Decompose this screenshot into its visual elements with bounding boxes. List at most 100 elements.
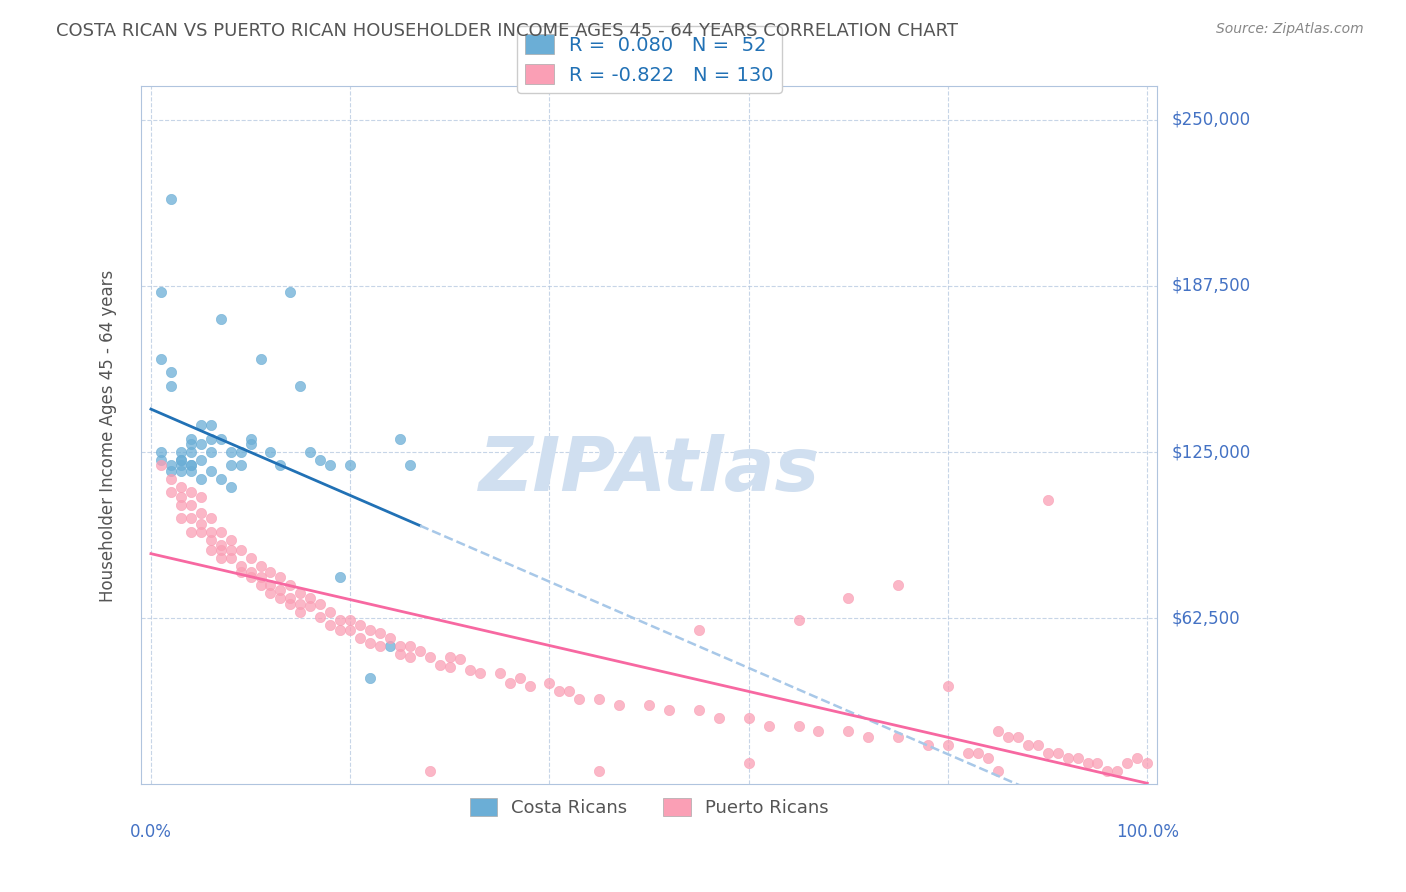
Point <box>290 378 312 392</box>
Point <box>887 578 910 592</box>
Point <box>190 524 212 539</box>
Point <box>190 453 212 467</box>
Point <box>149 453 172 467</box>
Point <box>259 565 281 579</box>
Point <box>439 649 461 664</box>
Point <box>200 511 222 525</box>
Point <box>249 570 271 584</box>
Point <box>290 597 312 611</box>
Point <box>200 418 222 433</box>
Point <box>439 660 461 674</box>
Point <box>180 458 202 473</box>
Point <box>180 432 202 446</box>
Point <box>219 445 242 459</box>
Point <box>368 625 391 640</box>
Point <box>488 665 510 680</box>
Text: $187,500: $187,500 <box>1171 277 1250 295</box>
Point <box>209 543 232 558</box>
Point <box>160 464 183 478</box>
Point <box>160 378 183 392</box>
Point <box>807 724 830 739</box>
Point <box>190 506 212 520</box>
Point <box>568 692 591 706</box>
Point <box>200 432 222 446</box>
Point <box>977 751 1000 765</box>
Point <box>359 623 381 637</box>
Point <box>309 610 332 624</box>
Point <box>329 623 352 637</box>
Point <box>209 312 232 326</box>
Point <box>359 636 381 650</box>
Point <box>269 570 291 584</box>
Point <box>170 480 193 494</box>
Point <box>180 445 202 459</box>
Point <box>787 613 810 627</box>
Point <box>1097 764 1119 779</box>
Point <box>936 738 959 752</box>
Text: $250,000: $250,000 <box>1171 111 1250 128</box>
Point <box>399 649 422 664</box>
Point <box>209 551 232 566</box>
Text: 0.0%: 0.0% <box>129 823 172 841</box>
Y-axis label: Householder Income Ages 45 - 64 years: Householder Income Ages 45 - 64 years <box>100 269 117 601</box>
Point <box>249 578 271 592</box>
Point <box>389 639 412 653</box>
Point <box>339 458 361 473</box>
Point <box>309 453 332 467</box>
Legend: Costa Ricans, Puerto Ricans: Costa Ricans, Puerto Ricans <box>463 790 835 824</box>
Point <box>1126 751 1149 765</box>
Point <box>1087 756 1109 771</box>
Point <box>707 711 730 725</box>
Point <box>170 490 193 504</box>
Point <box>219 533 242 547</box>
Point <box>368 639 391 653</box>
Point <box>319 618 342 632</box>
Point <box>149 351 172 366</box>
Point <box>170 453 193 467</box>
Point <box>170 458 193 473</box>
Text: $125,000: $125,000 <box>1171 443 1250 461</box>
Point <box>149 285 172 300</box>
Point <box>239 432 262 446</box>
Point <box>269 583 291 598</box>
Point <box>787 719 810 733</box>
Point <box>887 730 910 744</box>
Point <box>180 498 202 512</box>
Point <box>987 724 1010 739</box>
Point <box>1036 746 1059 760</box>
Text: 100.0%: 100.0% <box>1116 823 1178 841</box>
Point <box>280 597 302 611</box>
Point <box>209 432 232 446</box>
Point <box>209 472 232 486</box>
Point <box>449 652 471 666</box>
Point <box>239 437 262 451</box>
Point <box>149 458 172 473</box>
Point <box>219 543 242 558</box>
Point <box>229 445 252 459</box>
Point <box>200 524 222 539</box>
Point <box>170 453 193 467</box>
Point <box>170 445 193 459</box>
Point <box>837 724 859 739</box>
Point <box>190 472 212 486</box>
Point <box>359 671 381 685</box>
Point <box>1026 738 1049 752</box>
Point <box>200 464 222 478</box>
Point <box>200 445 222 459</box>
Point <box>1066 751 1088 765</box>
Point <box>419 649 441 664</box>
Point <box>688 703 710 717</box>
Point <box>538 676 561 690</box>
Point <box>997 730 1019 744</box>
Point <box>309 597 332 611</box>
Point <box>987 764 1010 779</box>
Point <box>299 591 322 606</box>
Point <box>329 570 352 584</box>
Point <box>160 458 183 473</box>
Point <box>190 418 212 433</box>
Point <box>229 559 252 574</box>
Point <box>339 623 361 637</box>
Point <box>548 684 571 698</box>
Point <box>160 472 183 486</box>
Point <box>219 480 242 494</box>
